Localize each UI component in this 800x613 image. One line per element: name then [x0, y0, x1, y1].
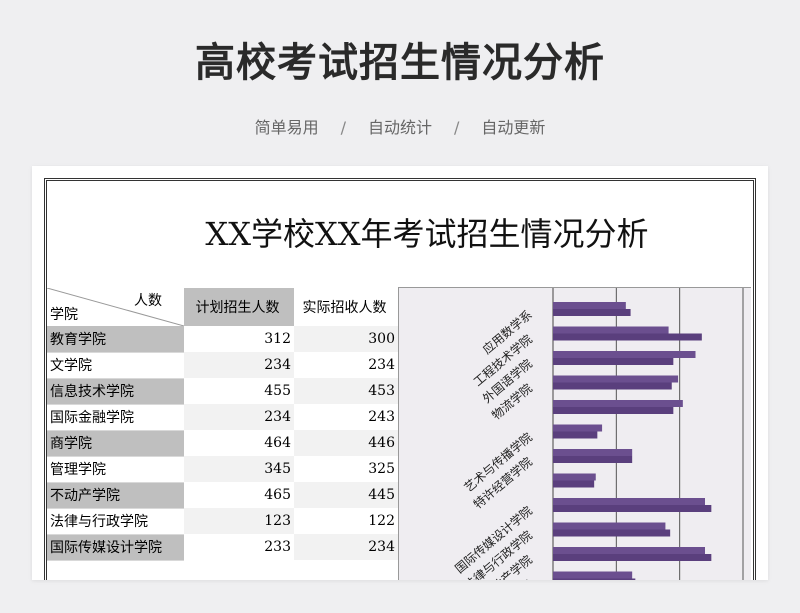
actual-count-cell[interactable]: 446: [294, 430, 398, 456]
chart-bar-series-2: [553, 554, 712, 561]
table-row: 不动产学院 465 445: [47, 482, 398, 509]
chart-bar-series-2: [553, 480, 595, 488]
actual-count-cell[interactable]: 453: [294, 378, 398, 404]
column-header-planned[interactable]: 计划招生人数: [184, 288, 294, 326]
actual-count-cell[interactable]: 234: [368, 357, 395, 373]
chart-bar-series-2: [553, 333, 702, 341]
actual-count-cell[interactable]: 243: [368, 409, 395, 425]
admissions-table: 人数 学院 计划招生人数 实际招收人数 教育学院 312 300 文学院 234 234 信…: [47, 288, 398, 561]
college-name-cell[interactable]: 文学院: [47, 352, 184, 379]
chart-bar-series-2: [553, 358, 674, 365]
college-name-cell[interactable]: 国际金融学院: [47, 404, 184, 431]
chart-bar-series-1: [553, 424, 603, 432]
table-row: 教育学院 312 300: [47, 326, 398, 353]
actual-count-cell[interactable]: 325: [368, 461, 395, 477]
tag-easy: 简单易用: [254, 118, 319, 137]
chart-bar-series-2: [553, 505, 712, 512]
chart-bar-series-2: [553, 529, 671, 537]
chart-bar-series-2: [553, 382, 672, 390]
chart-bar-series-1: [553, 473, 596, 481]
table-row: 法律与行政学院 123 122: [47, 508, 398, 535]
chart-bar-series-2: [553, 309, 631, 316]
planned-count-cell[interactable]: 234: [184, 404, 294, 430]
college-name-cell[interactable]: 教育学院: [47, 326, 184, 353]
enrollment-bar-chart: 应用数学系 工程技术学院 外国语学院 物流学院 艺术与传播学院 特许经营学院 国际传媒设计学…: [398, 287, 751, 580]
planned-count-cell[interactable]: 234: [184, 352, 294, 378]
corner-label-count: 人数: [134, 293, 162, 309]
planned-count-cell[interactable]: 465: [264, 487, 291, 503]
page-hero-title: 高校考试招生情况分析: [195, 40, 605, 86]
college-name-cell[interactable]: 法律与行政学院: [47, 508, 184, 535]
college-name-cell[interactable]: 信息技术学院: [47, 378, 184, 405]
college-name-cell[interactable]: 管理学院: [47, 456, 184, 483]
chart-bar-series-1: [553, 571, 633, 579]
chart-bar-series-2: [553, 578, 636, 580]
chart-bar-series-1: [553, 351, 696, 358]
planned-count-cell[interactable]: 312: [264, 331, 291, 347]
college-name-cell[interactable]: 商学院: [47, 430, 184, 457]
table-corner-header: 人数 学院: [47, 288, 184, 326]
table-row: 商学院 464 446: [47, 430, 398, 457]
tag-separator: /: [454, 118, 460, 137]
chart-bar-series-1: [553, 522, 666, 530]
table-row: 信息技术学院 455 453: [47, 378, 398, 405]
actual-count-cell[interactable]: 122: [368, 513, 395, 529]
college-name-cell[interactable]: 国际传媒设计学院: [47, 534, 184, 561]
sheet-title: XX学校XX年考试招生情况分析: [205, 215, 649, 253]
chart-bar-series-2: [553, 456, 633, 463]
planned-count-cell[interactable]: 464: [264, 435, 291, 451]
chart-bar-series-1: [553, 400, 683, 407]
planned-count-cell[interactable]: 123: [184, 508, 294, 534]
planned-count-cell[interactable]: 345: [184, 456, 294, 482]
diagonal-divider: [47, 288, 184, 326]
table-row: 国际金融学院 234 243: [47, 404, 398, 431]
tag-separator: /: [340, 118, 346, 137]
planned-count-cell[interactable]: 455: [264, 383, 291, 399]
table-row: 文学院 234 234: [47, 352, 398, 379]
table-row: 管理学院 345 325: [47, 456, 398, 483]
corner-label-college: 学院: [50, 307, 78, 323]
actual-count-cell[interactable]: 445: [294, 482, 398, 508]
chart-bar-series-1: [553, 449, 633, 456]
chart-bar-series-2: [553, 407, 674, 414]
actual-count-cell[interactable]: 300: [294, 326, 398, 352]
tagline: 简单易用 / 自动统计 / 自动更新: [0, 114, 800, 138]
chart-bar-series-1: [553, 375, 679, 383]
tag-auto-stats: 自动统计: [367, 118, 432, 137]
chart-bar-series-1: [553, 326, 669, 334]
chart-bar-series-2: [553, 431, 598, 439]
chart-bar-series-1: [553, 547, 705, 554]
table-row: 国际传媒设计学院 233 234: [47, 534, 398, 561]
tag-auto-update: 自动更新: [481, 118, 546, 137]
planned-count-cell[interactable]: 233: [264, 539, 291, 555]
spreadsheet-preview-card: XX学校XX年考试招生情况分析 人数 学院 计划招生人数 实际招收人数 教育学院…: [32, 166, 768, 580]
spreadsheet: XX学校XX年考试招生情况分析 人数 学院 计划招生人数 实际招收人数 教育学院…: [44, 178, 756, 580]
actual-count-cell[interactable]: 234: [294, 534, 398, 560]
column-header-actual[interactable]: 实际招收人数: [294, 288, 398, 326]
chart-bar-series-1: [553, 302, 626, 309]
chart-canvas: 应用数学系工程技术学院外国语学院物流学院艺术与传播学院特许经营学院国际传媒设计学…: [452, 288, 744, 580]
chart-bar-series-1: [553, 498, 705, 505]
college-name-cell[interactable]: 不动产学院: [47, 482, 184, 509]
